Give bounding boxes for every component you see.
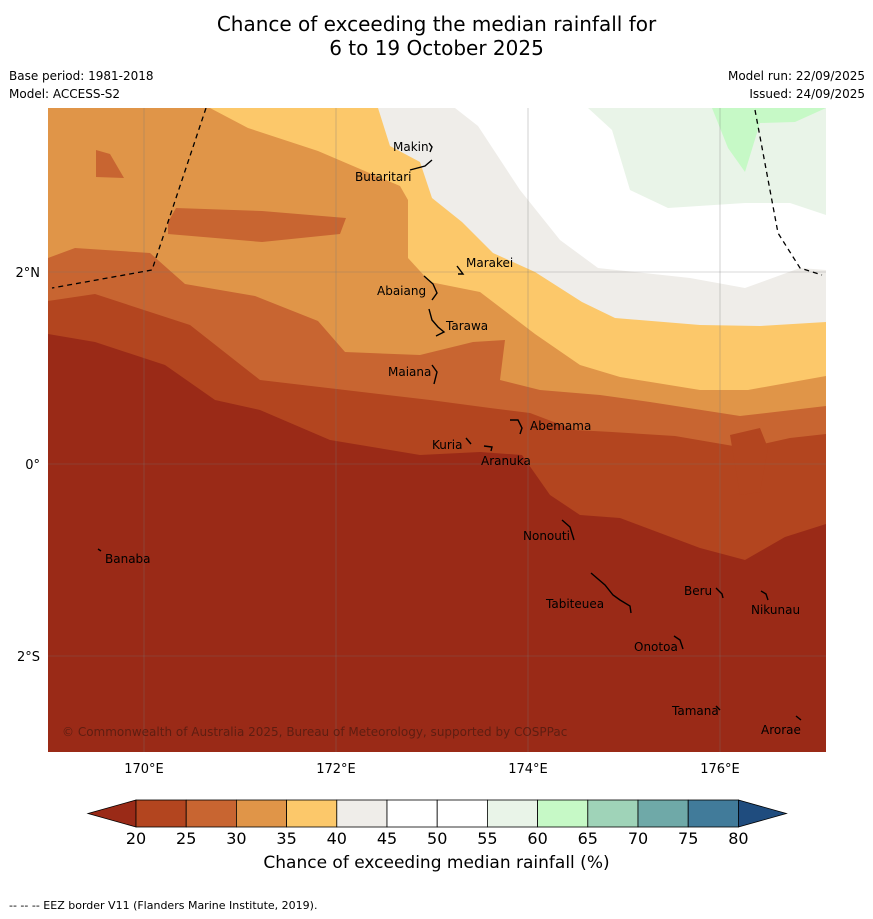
island-marakei [456,265,465,275]
island-abemama [510,419,523,435]
label-abaiang: Abaiang [377,284,426,298]
colorbar-tick-label: 65 [578,829,598,848]
lat-label-2s: 2°S [17,650,40,665]
label-beru: Beru [684,584,712,598]
colorbar-tick-label: 80 [728,829,748,848]
colorbar-tick-label: 40 [327,829,347,848]
place-labels: Makin Butaritari Marakei Abaiang Tarawa … [105,140,801,737]
island-maiana [431,364,438,385]
label-nikunau: Nikunau [751,603,800,617]
colorbar-tick-label: 60 [527,829,547,848]
chart-title: Chance of exceeding the median rainfall … [0,12,873,60]
island-beru [715,587,724,599]
label-makin: Makin [393,140,429,154]
axis-labels: 2°N 0° 2°S 170°E 172°E 174°E 176°E [16,266,740,777]
label-maiana: Maiana [388,365,431,379]
title-line-2: 6 to 19 October 2025 [329,36,544,60]
island-nikunau [760,590,769,601]
lon-label-170: 170°E [124,762,164,777]
model-name: Model: ACCESS-S2 [9,87,121,101]
lon-label-172: 172°E [316,762,356,777]
island-aranuka [483,445,493,452]
band-30-35-patch [96,150,124,178]
band-20-25-notch [730,428,768,495]
band-60-65 [712,108,826,172]
label-tarawa: Tarawa [445,319,488,333]
island-outlines [97,142,802,721]
label-tamana: Tamana [671,704,719,718]
eez-borders [51,108,823,289]
graticule [48,108,826,752]
colorbar-tick-label: 35 [276,829,296,848]
island-kuria [465,437,472,445]
lat-label-0: 0° [25,458,40,473]
lat-label-2n: 2°N [16,266,41,281]
colorbar-segment [185,799,237,828]
lon-label-174: 174°E [508,762,548,777]
island-arorae [795,715,802,721]
colorbar-tick-label: 50 [427,829,447,848]
band-below-20 [48,334,826,752]
label-onotoa: Onotoa [634,640,678,654]
band-25-30-patch [168,208,346,242]
colorbar-tick-label: 75 [678,829,698,848]
colorbar-tick-label: 25 [176,829,196,848]
band-55-60 [588,108,826,215]
colorbar-arrow-high [738,799,788,828]
label-banaba: Banaba [105,552,151,566]
label-kuria: Kuria [432,438,463,452]
colorbar-segment [286,799,338,828]
label-aranuka: Aranuka [481,454,531,468]
title-line-1: Chance of exceeding the median rainfall … [216,12,657,36]
model-run: Model run: 22/09/2025 [727,69,865,83]
colorbar-segment [687,799,739,828]
island-makin [428,142,433,153]
lon-label-176: 176°E [700,762,740,777]
eez-footnote: -- -- -- EEZ border V11 (Flanders Marine… [9,899,318,912]
island-tabiteuea [590,572,632,614]
colorbar: 20 25 30 35 40 45 50 55 60 65 70 75 80 [86,799,788,848]
colorbar-tick-label: 45 [377,829,397,848]
colorbar-segment [135,799,187,828]
island-onotoa [673,635,684,650]
island-nonouti [561,519,575,541]
island-tamana [715,705,721,711]
meta-right: Model run: 22/09/2025 Issued: 24/09/2025 [728,67,865,103]
island-banaba [97,548,102,552]
colorbar-segment [235,799,287,828]
label-tabiteuea: Tabiteuea [545,597,604,611]
colorbar-segment [386,799,438,828]
meta-left: Base period: 1981-2018 Model: ACCESS-S2 [9,67,154,103]
colorbar-tick-label: 20 [126,829,146,848]
label-abemama: Abemama [530,419,591,433]
island-abaiang [423,275,438,301]
colorbar-title: Chance of exceeding median rainfall (%) [263,853,610,873]
colorbar-segment [587,799,639,828]
copyright-note: © Commonwealth of Australia 2025, Bureau… [62,725,567,739]
label-nonouti: Nonouti [523,529,570,543]
label-marakei: Marakei [466,256,513,270]
eez-border-east [754,109,823,276]
colorbar-tick-label: 70 [628,829,648,848]
colorbar-tick-label: 30 [226,829,246,848]
colorbar-segment [537,799,589,828]
colorbar-arrow-low [86,799,137,828]
eez-border-west [51,108,207,289]
issued-date: Issued: 24/09/2025 [749,87,865,101]
colorbar-tick-label: 55 [477,829,497,848]
island-tarawa [428,308,446,337]
label-butaritari: Butaritari [355,170,412,184]
colorbar-segment [436,799,488,828]
colorbar-segment [637,799,689,828]
label-arorae: Arorae [761,723,801,737]
colorbar-segment [486,799,538,828]
base-period: Base period: 1981-2018 [9,69,154,83]
colorbar-segment [336,799,388,828]
map-area: Makin Butaritari Marakei Abaiang Tarawa … [48,108,826,752]
island-butaritari [409,159,433,171]
